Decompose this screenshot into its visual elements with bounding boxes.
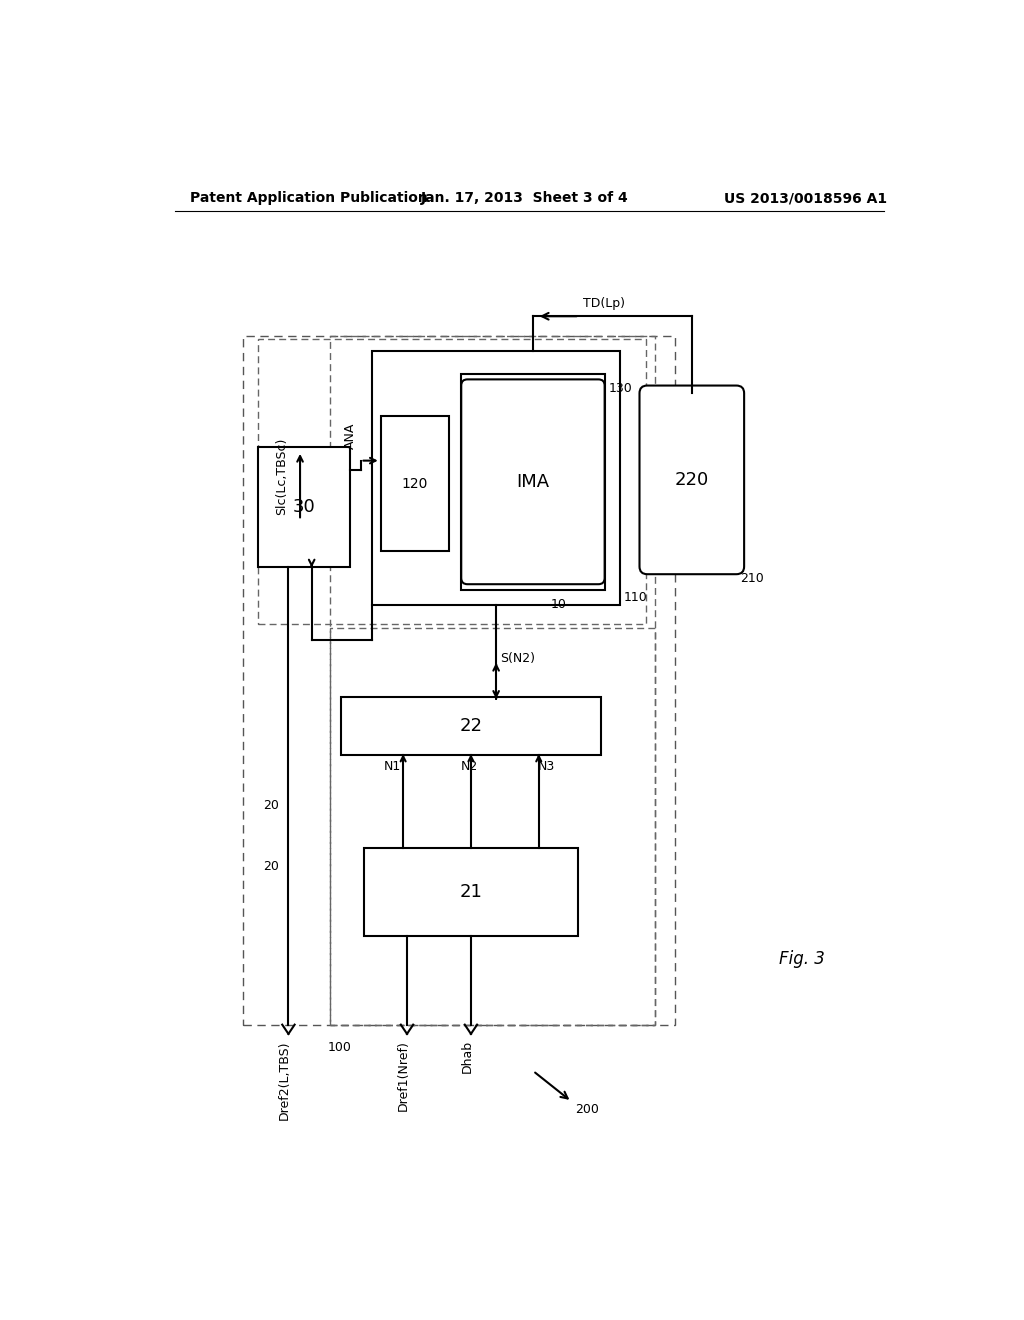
Text: 220: 220 xyxy=(675,471,709,488)
FancyBboxPatch shape xyxy=(461,379,604,585)
Text: 130: 130 xyxy=(608,381,632,395)
Text: S(N2): S(N2) xyxy=(500,652,535,665)
Text: 210: 210 xyxy=(740,572,764,585)
FancyBboxPatch shape xyxy=(640,385,744,574)
Text: Dref1(Nref): Dref1(Nref) xyxy=(396,1040,410,1111)
Text: 20: 20 xyxy=(263,861,280,874)
Bar xyxy=(330,335,655,1024)
Text: US 2013/0018596 A1: US 2013/0018596 A1 xyxy=(724,191,888,206)
Text: 22: 22 xyxy=(460,717,482,735)
Text: 20: 20 xyxy=(263,799,280,812)
Bar xyxy=(341,697,601,755)
Text: Fig. 3: Fig. 3 xyxy=(779,950,825,968)
Text: ANA: ANA xyxy=(344,422,356,449)
Text: 10: 10 xyxy=(550,598,566,611)
Text: Patent Application Publication: Patent Application Publication xyxy=(190,191,428,206)
Text: Dref2(L,TBS): Dref2(L,TBS) xyxy=(279,1040,291,1119)
Text: N3: N3 xyxy=(538,760,555,774)
Bar xyxy=(243,335,675,1024)
Bar xyxy=(365,847,578,936)
Bar xyxy=(461,374,604,590)
Text: 200: 200 xyxy=(575,1102,599,1115)
Text: 30: 30 xyxy=(293,498,315,516)
Text: N1: N1 xyxy=(384,760,401,774)
Text: TD(Lp): TD(Lp) xyxy=(584,297,626,310)
Text: IMA: IMA xyxy=(516,473,550,491)
Bar xyxy=(258,339,646,624)
Text: N2: N2 xyxy=(461,760,478,774)
Text: Jan. 17, 2013  Sheet 3 of 4: Jan. 17, 2013 Sheet 3 of 4 xyxy=(421,191,629,206)
Text: Slc(Lc,TBSc): Slc(Lc,TBSc) xyxy=(275,437,289,515)
Bar xyxy=(381,416,449,552)
Bar xyxy=(372,351,621,605)
Text: 120: 120 xyxy=(401,477,428,491)
Text: 21: 21 xyxy=(460,883,482,900)
Text: Dhab: Dhab xyxy=(461,1040,473,1073)
Text: 100: 100 xyxy=(328,1041,351,1055)
Bar xyxy=(258,447,349,566)
Bar xyxy=(330,628,655,1024)
Text: 110: 110 xyxy=(624,591,648,603)
